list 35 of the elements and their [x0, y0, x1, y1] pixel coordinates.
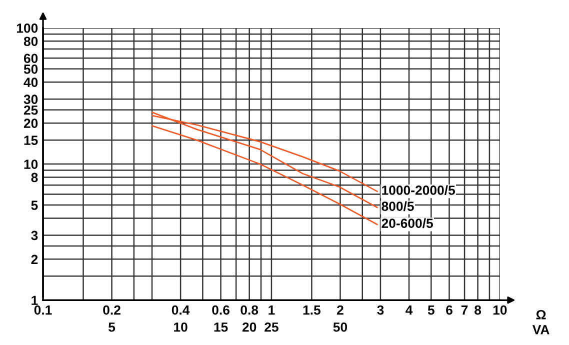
text: VA	[532, 325, 550, 334]
x-tick-label: 4	[406, 305, 413, 315]
x-tick-label: 7	[461, 305, 468, 315]
y-tick-label: 10	[24, 160, 38, 169]
y-tick-label: 100	[16, 24, 38, 33]
series-label: 20-600/5	[382, 218, 433, 228]
y-tick-label: 50	[24, 64, 38, 74]
x-tick-label: 6	[446, 305, 452, 315]
x-tick-label: 10	[493, 305, 507, 315]
x-tick-label: 3	[377, 305, 384, 315]
y-tick-label: 3	[31, 230, 38, 240]
x-tick-label: 2 50	[333, 305, 348, 332]
x-tick-label: 1.5	[303, 305, 321, 315]
y-tick-label: 5	[31, 200, 38, 210]
x-tick-label: 8	[474, 305, 482, 315]
series-label: 1000-2000/5	[382, 185, 456, 196]
y-tick-label: 8	[31, 172, 38, 182]
y-tick-label: 15	[24, 136, 38, 145]
x-tick-label: 0.2 5	[103, 305, 120, 332]
series-label: 800/5	[382, 201, 414, 212]
y-tick-label: 25	[24, 105, 38, 115]
y-tick-label: 80	[24, 36, 38, 46]
y-tick-label: 60	[24, 54, 38, 64]
x-tick-label: 0.1	[34, 305, 52, 315]
x-tick-label: 0.4 10	[172, 305, 190, 332]
x-axis-title: Ω	[536, 310, 546, 320]
x-tick-label: 5	[428, 305, 434, 315]
x-tick-label: 1 25	[264, 305, 278, 332]
y-tick-label: 30	[24, 94, 38, 104]
y-tick-label: 2	[31, 254, 38, 264]
y-tick-label: 1	[32, 296, 38, 305]
x-tick-label: 0.6 15	[212, 305, 230, 332]
x-tick-label: 0.8 20	[240, 305, 258, 332]
y-tick-label: 40	[24, 78, 38, 88]
y-tick-label: 20	[24, 118, 38, 128]
